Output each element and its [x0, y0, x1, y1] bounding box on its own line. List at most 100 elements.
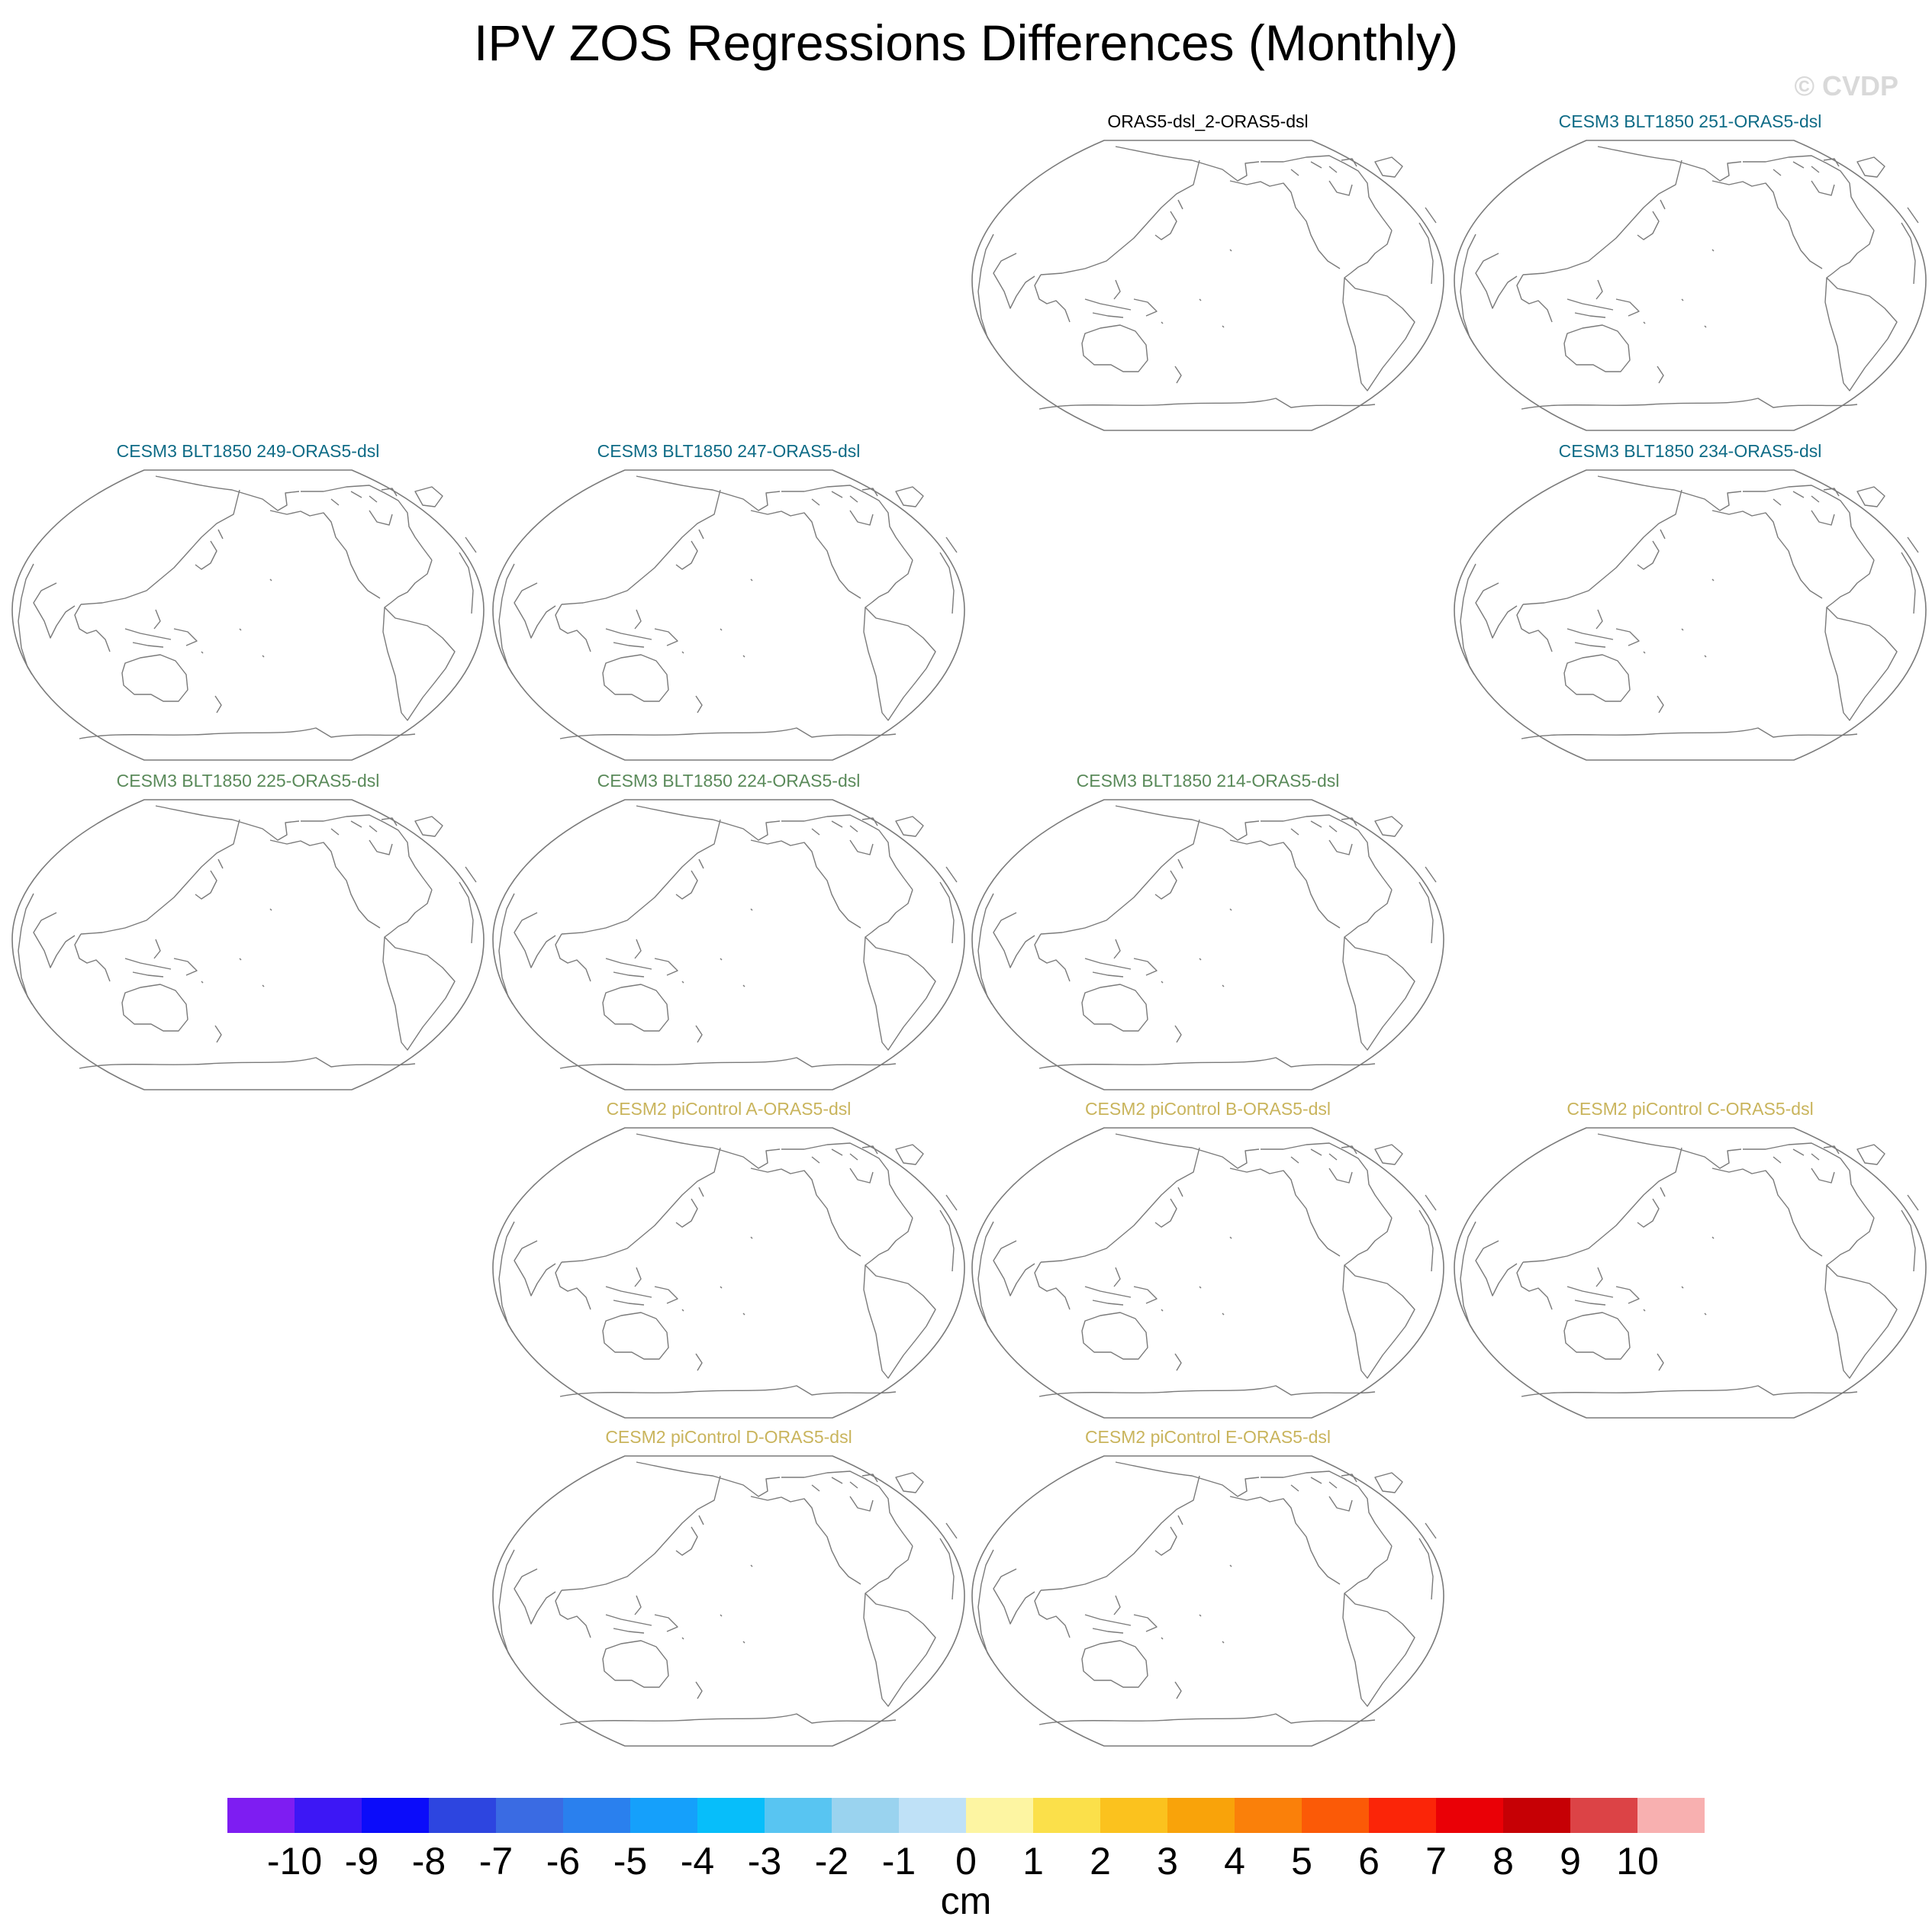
coastline [865, 559, 913, 608]
coastline [1328, 1168, 1353, 1184]
coastline [993, 912, 1035, 968]
coastline [675, 540, 698, 570]
panel-title: CESM3 BLT1850 247-ORAS5-dsl [597, 441, 861, 461]
coastline [681, 1637, 684, 1640]
coastline [1229, 249, 1232, 252]
coastline [80, 819, 240, 935]
coastline [414, 816, 443, 837]
coastline [811, 1156, 820, 1164]
coastline [1711, 249, 1715, 252]
coastline [895, 1472, 924, 1493]
coastline [1113, 1595, 1121, 1615]
coastline [498, 563, 515, 675]
panel-title: CESM3 BLT1850 214-ORAS5-dsl [1076, 771, 1340, 791]
map-panel: CESM3 BLT1850 251-ORAS5-dsl [1453, 111, 1927, 433]
coastline [605, 1286, 652, 1298]
coastline [742, 1313, 745, 1316]
colorbar-tick-label: -3 [747, 1840, 782, 1883]
coastline [239, 628, 242, 631]
coastline [849, 510, 874, 526]
coastline [1115, 805, 1260, 841]
coastline [1177, 858, 1183, 869]
colorbar-swatch [429, 1798, 496, 1833]
coastline [605, 1614, 652, 1626]
map-svg [971, 1127, 1444, 1419]
map-svg [971, 140, 1444, 431]
panel-title: CESM3 BLT1850 234-ORAS5-dsl [1558, 441, 1822, 461]
coastline [636, 1133, 781, 1169]
coastline [459, 552, 474, 614]
coastline [1084, 958, 1132, 970]
map-panel: CESM2 piControl E-ORAS5-dsl [971, 1427, 1445, 1749]
colorbar-tick-label: 1 [1022, 1840, 1044, 1883]
coastline [602, 1312, 669, 1360]
coastline [695, 1353, 703, 1371]
map-frame [1454, 469, 1927, 761]
coastline [849, 1496, 874, 1512]
coastline [1310, 161, 1322, 169]
colorbar-swatch [1167, 1798, 1235, 1833]
map-svg [492, 1455, 965, 1747]
coastline [861, 488, 878, 497]
coastline [1425, 1522, 1437, 1539]
coastline [153, 939, 161, 959]
coastline [1344, 1545, 1393, 1594]
coastline [1344, 889, 1393, 938]
coastline [939, 881, 955, 944]
coastline [1040, 1147, 1200, 1263]
map-frame [971, 799, 1444, 1090]
colorbar-tick-label: -7 [478, 1840, 514, 1883]
coastline [561, 489, 721, 605]
coastline [1328, 1481, 1338, 1489]
coastline [1341, 158, 1357, 167]
coastline [1081, 1640, 1148, 1688]
coastline [155, 805, 300, 841]
coastline [79, 1057, 416, 1069]
coastline [350, 820, 362, 828]
coastline [1704, 655, 1707, 658]
coastline [382, 936, 456, 1051]
coastline [1229, 839, 1341, 929]
coastline [1222, 325, 1225, 328]
coastline [1374, 156, 1403, 178]
coastline [1475, 582, 1518, 639]
coastline [74, 933, 111, 982]
coastline [613, 642, 645, 648]
map-svg [1454, 1127, 1927, 1419]
colorbar-swatch [295, 1798, 362, 1833]
panel-title: CESM3 BLT1850 225-ORAS5-dsl [116, 771, 380, 791]
coastline [1034, 1590, 1071, 1638]
coastline [1161, 1309, 1164, 1312]
map-panel: CESM2 piControl A-ORAS5-dsl [491, 1099, 966, 1421]
coastline [1084, 1614, 1132, 1626]
colorbar-swatch [1100, 1798, 1167, 1833]
coastline [1034, 933, 1071, 982]
map-frame [971, 1127, 1444, 1419]
colorbar-swatch [1302, 1798, 1369, 1833]
coastline [1637, 540, 1660, 570]
coastline [1823, 488, 1840, 497]
coastline [698, 1187, 704, 1197]
coastline [634, 1267, 642, 1287]
coastline [239, 958, 242, 961]
coastline [750, 839, 861, 929]
coastline [720, 1614, 723, 1617]
coastline [1229, 1564, 1232, 1567]
coastline [1038, 398, 1376, 410]
map-frame [11, 799, 485, 1090]
coastline [613, 1628, 645, 1634]
coastline [1522, 159, 1682, 275]
coastline [381, 488, 398, 497]
coastline [750, 510, 861, 599]
coastline [1704, 325, 1707, 328]
colorbar-swatch [630, 1798, 697, 1833]
coastline [1161, 981, 1164, 984]
coastline [1516, 1261, 1553, 1310]
coastline [831, 491, 843, 498]
coastline [1711, 578, 1715, 581]
coastline [1811, 510, 1835, 526]
coastline [1521, 1385, 1858, 1397]
coastline [1328, 1153, 1338, 1161]
coastline [1084, 298, 1132, 311]
colorbar-swatch [563, 1798, 630, 1833]
